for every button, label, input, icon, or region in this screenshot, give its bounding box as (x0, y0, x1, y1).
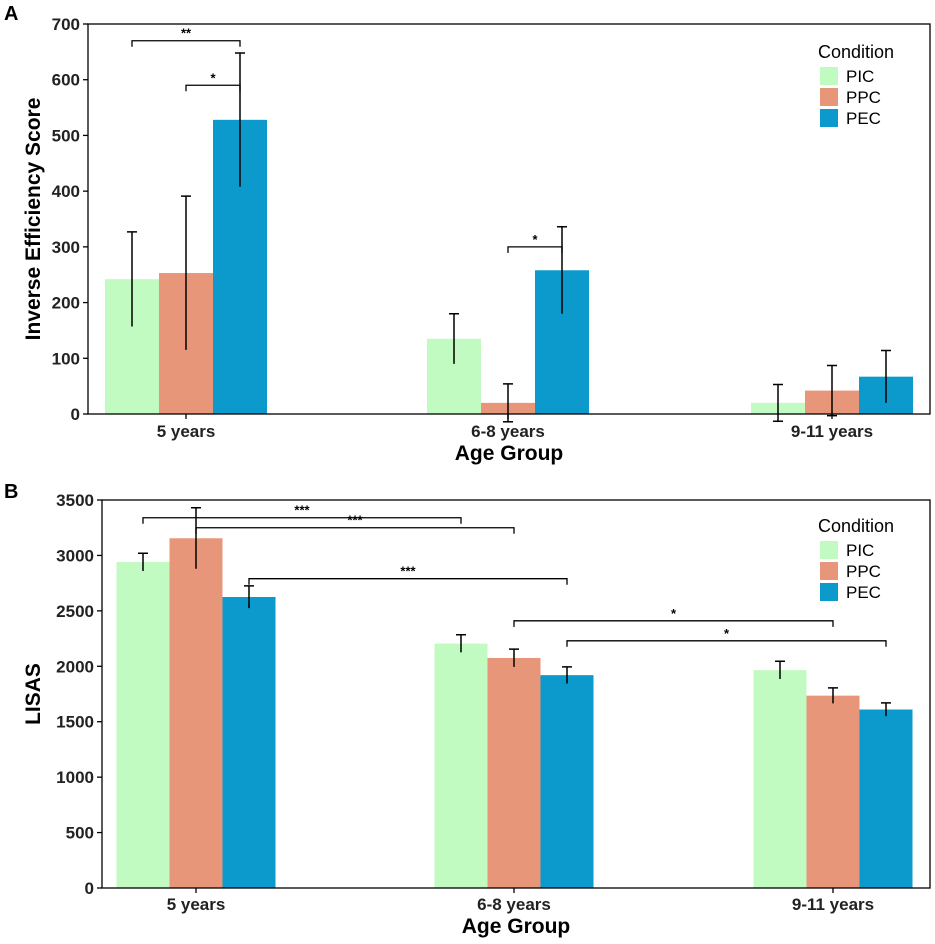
error-bar-pec-0 (244, 585, 254, 609)
y-tick-label: 2500 (56, 602, 94, 621)
y-tick-label: 100 (52, 349, 80, 368)
error-bar-pic-0 (127, 231, 137, 327)
error-bar-pec-2 (881, 702, 891, 717)
y-tick-label: 1000 (56, 768, 94, 787)
error-bar-pec-1 (562, 666, 572, 684)
significance-label: ** (181, 26, 192, 41)
bar-pic-1 (434, 643, 488, 888)
legend-label-pec: PEC (846, 583, 881, 602)
error-bar-pec-0 (235, 52, 245, 187)
significance-bracket (248, 578, 568, 585)
legend-swatch-ppc (820, 88, 838, 106)
error-bar-pec-1 (557, 226, 567, 314)
significance-bracket (131, 40, 241, 47)
significance-bracket (185, 84, 241, 92)
bar-pic-2 (753, 670, 807, 888)
y-tick-label: 2000 (56, 657, 94, 676)
y-tick-label: 3000 (56, 546, 94, 565)
error-bar-pec-2 (881, 349, 891, 403)
legend-label-pic: PIC (846, 67, 874, 86)
significance-label: *** (400, 564, 416, 579)
panel-a: A 0 100 200 300 400 500 600 700 5 years 6-8 years 9… (4, 3, 931, 465)
legend-swatch-pec (820, 583, 838, 601)
significance-label: * (724, 626, 730, 641)
significance-label: *** (294, 503, 310, 518)
significance-bracket (142, 517, 462, 524)
y-tick-label: 0 (85, 879, 94, 898)
significance-label: * (671, 606, 677, 621)
y-tick-label: 0 (71, 405, 80, 424)
y-axis-title: LISAS (22, 663, 45, 725)
x-tick-label: 6-8 years (477, 895, 551, 914)
x-axis-title: Age Group (455, 442, 564, 465)
legend-swatch-pic (820, 541, 838, 559)
error-bar-pic-2 (775, 660, 785, 680)
significance-label: *** (347, 513, 363, 528)
legend-swatch-ppc (820, 562, 838, 580)
significance-bracket (513, 620, 834, 627)
plot-frame (101, 499, 931, 889)
significance-label: * (210, 70, 216, 85)
error-bar-ppc-1 (509, 648, 519, 667)
bar-pec-2 (859, 709, 913, 888)
x-axis-title: Age Group (462, 915, 571, 938)
x-tick-label: 9-11 years (792, 895, 874, 914)
significance-bracket (195, 527, 515, 534)
y-tick-label: 500 (66, 824, 94, 843)
y-tick-label: 300 (52, 238, 80, 257)
bar-ppc-1 (487, 657, 541, 888)
legend-label-pec: PEC (846, 109, 881, 128)
legend-label-ppc: PPC (846, 562, 881, 581)
panel-letter: B (4, 481, 18, 503)
error-bar-ppc-0 (181, 195, 191, 350)
bar-pec-1 (540, 675, 594, 888)
significance-bracket (507, 246, 563, 253)
legend: Condition PIC PPC PEC (818, 42, 894, 128)
legend-swatch-pec (820, 109, 838, 127)
panel-letter: A (4, 3, 18, 25)
legend-label-ppc: PPC (846, 88, 881, 107)
error-bar-pic-0 (138, 552, 148, 571)
x-tick-label: 5 years (157, 422, 216, 441)
y-axis-title: Inverse Efficiency Score (22, 98, 45, 341)
bar-ppc-0 (169, 538, 223, 888)
y-tick-label: 600 (52, 71, 80, 90)
error-bar-pic-2 (773, 383, 783, 422)
y-tick-label: 1500 (56, 713, 94, 732)
significance-bracket (566, 640, 887, 647)
x-tick-label: 9-11 years (791, 422, 873, 441)
panel-b: B 0 500 1000 1500 2000 2500 3000 3500 5 years 6-8 … (4, 481, 931, 938)
y-tick-label: 200 (52, 294, 80, 313)
bar-pic-0 (116, 562, 170, 888)
legend-label-pic: PIC (846, 541, 874, 560)
bar-ppc-2 (806, 695, 860, 888)
x-tick-label: 5 years (167, 895, 226, 914)
y-tick-label: 700 (52, 15, 80, 34)
error-bar-ppc-2 (827, 364, 837, 416)
error-bar-pic-1 (456, 633, 466, 653)
y-tick-label: 3500 (56, 491, 94, 510)
bar-pec-0 (222, 597, 276, 888)
x-tick-label: 6-8 years (471, 422, 545, 441)
y-tick-label: 500 (52, 126, 80, 145)
legend-title: Condition (818, 516, 894, 536)
error-bar-ppc-2 (828, 687, 838, 704)
legend-title: Condition (818, 42, 894, 62)
significance-label: * (532, 232, 538, 247)
y-tick-label: 400 (52, 182, 80, 201)
legend-swatch-pic (820, 67, 838, 85)
error-bar-pic-1 (449, 312, 459, 364)
plot-frame (87, 23, 931, 415)
legend: Condition PIC PPC PEC (818, 516, 894, 602)
